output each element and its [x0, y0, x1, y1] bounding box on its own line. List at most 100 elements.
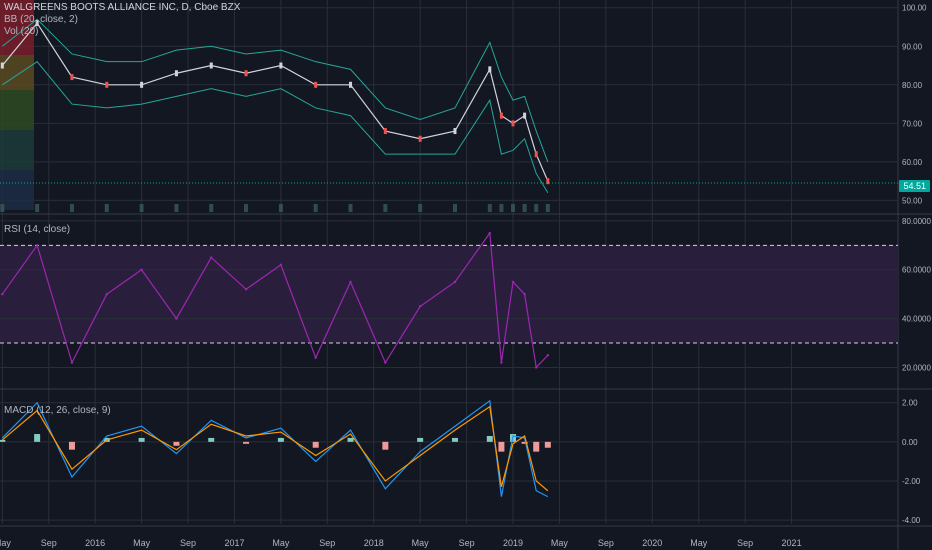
- rsi-point: [535, 366, 538, 369]
- macd-histogram-bar: [173, 441, 180, 446]
- price-point: [314, 81, 318, 88]
- x-tick-label: 2018: [364, 538, 384, 548]
- volume-bar: [69, 204, 74, 212]
- signal-line: [1, 405, 549, 492]
- volume-indicator-label[interactable]: Vol (20): [4, 26, 39, 37]
- macd-histogram-bar: [451, 437, 458, 442]
- y-tick-label: 80.0000: [902, 217, 931, 226]
- volume-profile-block: [0, 55, 34, 90]
- rsi-point: [244, 288, 248, 291]
- bb-upper-line: [2, 18, 549, 163]
- price-point: [499, 112, 503, 119]
- volume-bar: [499, 204, 504, 212]
- rsi-point: [314, 356, 317, 359]
- macd-histogram-bar: [34, 434, 41, 442]
- y-tick-label: 80.00: [902, 81, 923, 90]
- rsi-point: [105, 292, 108, 296]
- rsi-line: [1, 231, 549, 369]
- volume-bar: [545, 204, 550, 212]
- y-tick-label: 90.00: [902, 42, 923, 51]
- volume-bar: [348, 204, 353, 212]
- rsi-point: [523, 292, 526, 296]
- y-tick-label: 2.00: [902, 399, 918, 408]
- rsi-point: [1, 292, 4, 296]
- x-tick-label: 2019: [503, 538, 523, 548]
- price-line: [1, 22, 549, 182]
- volume-profile-block: [0, 0, 34, 55]
- volume-bar: [139, 204, 144, 212]
- rsi-point: [418, 305, 422, 308]
- y-tick-label: 0.00: [902, 438, 918, 447]
- macd-histogram-bar: [208, 437, 215, 442]
- price-point: [105, 81, 109, 88]
- volume-bar: [511, 204, 516, 212]
- y-tick-label: -2.00: [902, 477, 921, 486]
- x-tick-label: Sep: [459, 538, 475, 548]
- x-tick-label: 2017: [224, 538, 244, 548]
- volume-profile-block: [0, 170, 34, 210]
- price-point: [70, 74, 74, 81]
- volume-bar: [383, 204, 388, 212]
- rsi-point: [279, 263, 283, 267]
- price-point: [511, 120, 515, 127]
- volume-profile-block: [0, 90, 34, 130]
- x-tick-label: Sep: [41, 538, 57, 548]
- rsi-point: [175, 317, 178, 320]
- macd-histogram-bar: [0, 439, 6, 442]
- y-tick-label: 60.00: [902, 158, 923, 167]
- x-tick-label: May: [272, 538, 290, 548]
- rsi-band-fill: [0, 245, 898, 344]
- volume-bar: [452, 204, 457, 212]
- macd-line: [1, 399, 549, 498]
- volume-bar: [174, 204, 179, 212]
- volume-bar: [244, 204, 249, 212]
- rsi-point: [488, 231, 492, 235]
- y-tick-label: -4.00: [902, 516, 921, 525]
- macd-indicator-label[interactable]: MACD (12, 26, close, 9): [4, 405, 111, 416]
- price-point: [383, 128, 387, 135]
- rsi-point: [35, 244, 39, 247]
- price-point: [546, 178, 550, 185]
- y-tick-label: 100.00: [902, 4, 927, 13]
- x-tick-label: Sep: [737, 538, 753, 548]
- rsi-point: [453, 280, 457, 284]
- x-tick-label: 2020: [642, 538, 662, 548]
- x-tick-label: May: [0, 538, 11, 548]
- rsi-point: [140, 268, 143, 271]
- volume-bar: [209, 204, 214, 212]
- x-tick-label: May: [551, 538, 569, 548]
- price-point: [279, 62, 283, 69]
- rsi-point: [384, 361, 387, 364]
- price-point: [244, 70, 248, 77]
- price-point: [174, 70, 178, 77]
- volume-bar: [534, 204, 539, 212]
- x-tick-label: May: [690, 538, 708, 548]
- macd-histogram-bar: [138, 437, 145, 442]
- macd-histogram-bar: [347, 437, 354, 442]
- x-tick-label: 2016: [85, 538, 105, 548]
- price-point: [0, 62, 4, 69]
- rsi-point: [349, 280, 352, 284]
- volume-profile-block: [0, 130, 34, 170]
- macd-histogram-bar: [533, 441, 540, 452]
- last-price-badge: 54.51: [899, 180, 930, 192]
- x-tick-label: Sep: [319, 538, 335, 548]
- rsi-point: [210, 256, 213, 259]
- bb-lower-line: [2, 61, 549, 193]
- price-point: [209, 62, 213, 69]
- volume-bar: [487, 204, 492, 212]
- macd-histogram-bar: [521, 441, 528, 444]
- macd-histogram-bar: [312, 441, 319, 448]
- rsi-indicator-label[interactable]: RSI (14, close): [4, 224, 71, 235]
- macd-histogram-bar: [417, 437, 424, 442]
- volume-bar: [35, 204, 40, 212]
- x-tick-label: May: [133, 538, 151, 548]
- volume-bar: [313, 204, 318, 212]
- bb-indicator-label[interactable]: BB (20, close, 2): [4, 14, 78, 25]
- macd-histogram-bar: [277, 437, 284, 442]
- volume-bar: [278, 204, 283, 212]
- rsi-point: [70, 361, 74, 364]
- macd-histogram-bar: [544, 441, 551, 448]
- rsi-point: [511, 280, 515, 284]
